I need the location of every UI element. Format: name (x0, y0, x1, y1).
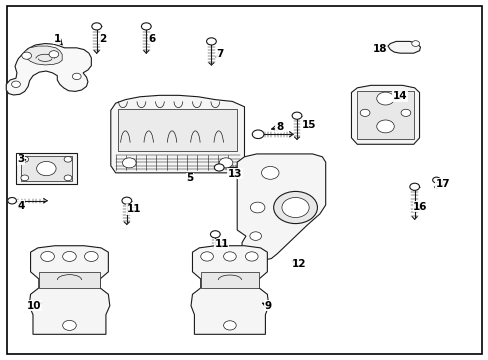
Circle shape (400, 109, 410, 116)
Text: 11: 11 (126, 204, 141, 214)
Text: 6: 6 (148, 34, 155, 44)
Text: 13: 13 (227, 168, 242, 179)
Circle shape (92, 23, 102, 30)
Polygon shape (191, 246, 268, 334)
Polygon shape (237, 154, 325, 260)
Circle shape (201, 252, 213, 261)
Text: 1: 1 (54, 34, 61, 44)
Polygon shape (6, 44, 91, 95)
Polygon shape (111, 95, 244, 173)
Circle shape (62, 320, 76, 330)
Circle shape (376, 92, 393, 105)
Polygon shape (16, 153, 77, 184)
Circle shape (291, 112, 301, 119)
Polygon shape (25, 46, 62, 65)
Text: 15: 15 (301, 120, 316, 130)
Circle shape (261, 166, 279, 179)
Circle shape (206, 38, 216, 45)
Text: 17: 17 (435, 179, 449, 189)
Text: 7: 7 (216, 49, 224, 59)
Circle shape (72, 73, 81, 80)
Polygon shape (387, 41, 420, 53)
Circle shape (252, 130, 264, 139)
Circle shape (223, 252, 236, 261)
Text: 10: 10 (27, 301, 41, 311)
Text: 9: 9 (264, 301, 271, 311)
Text: 18: 18 (372, 44, 386, 54)
Circle shape (273, 192, 317, 224)
Polygon shape (39, 272, 100, 288)
Circle shape (62, 251, 76, 261)
Circle shape (8, 198, 17, 204)
Circle shape (250, 202, 264, 213)
Polygon shape (118, 109, 237, 152)
Text: 12: 12 (291, 259, 305, 269)
Circle shape (360, 109, 369, 116)
Circle shape (249, 232, 261, 240)
Circle shape (122, 158, 136, 168)
Circle shape (223, 321, 236, 330)
Circle shape (376, 120, 393, 133)
Circle shape (141, 23, 151, 30)
Text: 2: 2 (99, 34, 106, 44)
Circle shape (64, 157, 72, 162)
Circle shape (219, 158, 232, 168)
Circle shape (214, 164, 224, 171)
Polygon shape (29, 246, 110, 334)
Circle shape (12, 81, 20, 87)
Circle shape (37, 161, 56, 176)
Circle shape (41, 251, 54, 261)
Text: 3: 3 (17, 154, 24, 164)
Circle shape (64, 175, 72, 181)
Circle shape (245, 252, 258, 261)
Circle shape (434, 186, 438, 189)
Circle shape (21, 157, 29, 162)
Text: 4: 4 (17, 201, 24, 211)
Polygon shape (357, 91, 413, 139)
Circle shape (432, 177, 440, 183)
Circle shape (22, 52, 31, 59)
Circle shape (411, 41, 419, 46)
Polygon shape (21, 157, 72, 181)
Circle shape (122, 197, 131, 204)
Circle shape (49, 51, 59, 58)
Circle shape (21, 175, 29, 181)
Text: 8: 8 (275, 122, 283, 132)
Polygon shape (351, 85, 419, 144)
Circle shape (409, 183, 419, 190)
Text: 16: 16 (412, 202, 427, 212)
Circle shape (210, 231, 220, 238)
Circle shape (282, 198, 308, 217)
Text: 11: 11 (214, 239, 228, 249)
Text: 14: 14 (392, 91, 407, 101)
Polygon shape (201, 272, 259, 288)
Text: 5: 5 (186, 173, 193, 183)
Circle shape (84, 251, 98, 261)
